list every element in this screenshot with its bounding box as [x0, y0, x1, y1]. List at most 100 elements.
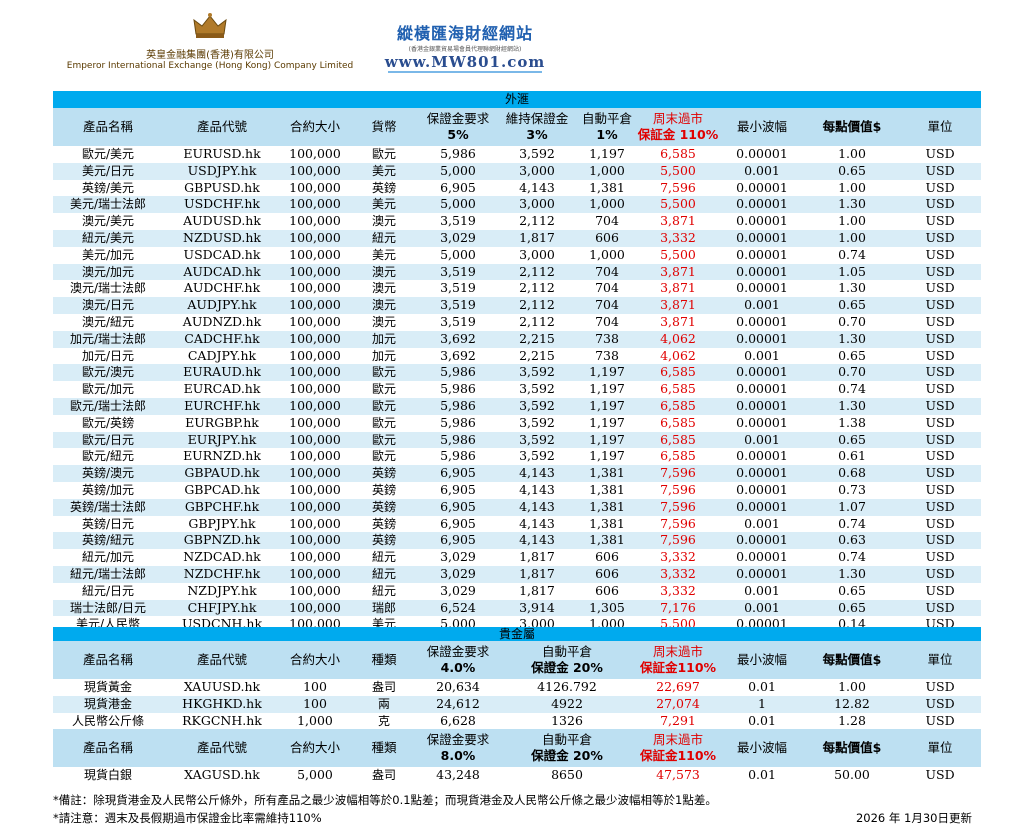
- table-row: 歐元/日元 EURJPY.hk 100,000 歐元 5,986 3,592 1,197 6,…: [53, 431, 982, 449]
- table-cell: 美元/日元: [53, 162, 163, 180]
- col-margin-req: 保證金要求 5%: [419, 108, 497, 146]
- table-cell: 4,062: [637, 330, 719, 348]
- table-cell: 澳元/紐元: [53, 313, 163, 331]
- table-cell: 2,112: [497, 263, 577, 281]
- silver-body: 現貨白銀 XAGUSD.hk 5,000 盎司 43,248 8650 47,573 0.01…: [53, 767, 982, 785]
- table-cell: USD: [899, 599, 982, 617]
- table-cell: USD: [899, 582, 982, 600]
- table-cell: USD: [899, 448, 982, 466]
- table-cell: 1,381: [577, 515, 637, 533]
- table-cell: 100,000: [281, 213, 349, 230]
- col-weekend: 周末過市 保証金110%: [637, 641, 719, 679]
- table-cell: 1.00: [805, 179, 899, 197]
- mw801-logo: 縱橫匯海財經網站 (香港金銀業貿易場會員代理聯網財經網站) www.MW801.…: [380, 20, 550, 73]
- table-cell: 5,986: [419, 146, 497, 163]
- table-cell: 100,000: [281, 313, 349, 331]
- table-cell: 1.28: [805, 712, 899, 730]
- metals-table: 貴金屬 產品名稱 產品代號 合約大小 種類 保證金要求 4.0% 自動平倉 保證金 …: [53, 627, 982, 785]
- table-cell: 1.30: [805, 330, 899, 348]
- col-margin-req: 保證金要求 8.0%: [419, 729, 497, 768]
- table-cell: 1,381: [577, 532, 637, 550]
- table-cell: 704: [577, 213, 637, 230]
- table-cell: 100,000: [281, 146, 349, 163]
- table-cell: 紐元/日元: [53, 582, 163, 600]
- table-cell: 1,381: [577, 481, 637, 499]
- table-row: 澳元/加元 AUDCAD.hk 100,000 澳元 3,519 2,112 704 3,87…: [53, 263, 982, 281]
- table-cell: 3,592: [497, 448, 577, 466]
- table-cell: USD: [899, 179, 982, 197]
- table-cell: 6,905: [419, 465, 497, 482]
- table-cell: USD: [899, 297, 982, 314]
- table-cell: 704: [577, 313, 637, 331]
- table-cell: 0.74: [805, 381, 899, 398]
- table-cell: 7,291: [637, 712, 719, 730]
- table-cell: 100,000: [281, 162, 349, 180]
- col-name: 產品名稱: [53, 641, 163, 679]
- table-cell: 2,215: [497, 347, 577, 365]
- table-cell: 1,381: [577, 179, 637, 197]
- table-cell: XAUUSD.hk: [163, 679, 281, 696]
- table-cell: 4,143: [497, 515, 577, 533]
- table-cell: 3,000: [497, 246, 577, 264]
- table-cell: 3,029: [419, 565, 497, 583]
- table-cell: 紐元: [349, 229, 419, 247]
- table-cell: USD: [899, 246, 982, 264]
- table-cell: USD: [899, 263, 982, 281]
- table-cell: 704: [577, 263, 637, 281]
- table-cell: CADJPY.hk: [163, 347, 281, 365]
- table-cell: USD: [899, 767, 982, 785]
- table-cell: 紐元: [349, 549, 419, 566]
- table-row: 歐元/加元 EURCAD.hk 100,000 歐元 5,986 3,592 1,197 6,…: [53, 381, 982, 398]
- table-cell: USD: [899, 431, 982, 449]
- table-cell: 7,596: [637, 465, 719, 482]
- table-cell: GBPUSD.hk: [163, 179, 281, 197]
- table-cell: 4,143: [497, 179, 577, 197]
- table-cell: 3,519: [419, 297, 497, 314]
- table-cell: 3,332: [637, 582, 719, 600]
- table-cell: 美元: [349, 196, 419, 214]
- table-cell: 現貨港金: [53, 695, 163, 713]
- col-weekend: 周末過市 保証金 110%: [637, 108, 719, 146]
- table-cell: 3,332: [637, 565, 719, 583]
- table-cell: 克: [349, 712, 419, 730]
- table-cell: 0.70: [805, 313, 899, 331]
- table-cell: GBPNZD.hk: [163, 532, 281, 550]
- table-cell: AUDCHF.hk: [163, 280, 281, 298]
- table-cell: HKGHKD.hk: [163, 695, 281, 713]
- table-cell: 100,000: [281, 364, 349, 382]
- table-row: 歐元/英鎊 EURGBP.hk 100,000 歐元 5,986 3,592 1,197 6,…: [53, 414, 982, 432]
- table-cell: 6,585: [637, 146, 719, 163]
- table-cell: 3,519: [419, 280, 497, 298]
- table-cell: 0.00001: [719, 565, 805, 583]
- table-cell: 100,000: [281, 196, 349, 214]
- table-cell: 美元/瑞士法郎: [53, 196, 163, 214]
- table-cell: 0.65: [805, 297, 899, 314]
- table-cell: USD: [899, 313, 982, 331]
- fx-header-row: 產品名稱 產品代號 合約大小 貨幣 保證金要求 5% 維持保證金 3% 自動平倉 1%…: [53, 108, 982, 146]
- table-cell: 3,029: [419, 229, 497, 247]
- table-cell: 738: [577, 330, 637, 348]
- table-cell: 100,000: [281, 532, 349, 550]
- table-cell: 0.01: [719, 679, 805, 696]
- company-name-cn: 英皇金融集團(香港)有限公司: [146, 50, 274, 61]
- table-cell: 0.00001: [719, 313, 805, 331]
- table-cell: 歐元: [349, 364, 419, 382]
- table-cell: 0.00001: [719, 263, 805, 281]
- table-cell: 704: [577, 280, 637, 298]
- table-cell: 100,000: [281, 498, 349, 516]
- table-cell: 1,000: [577, 196, 637, 214]
- table-cell: USD: [899, 465, 982, 482]
- table-cell: 0.00001: [719, 229, 805, 247]
- table-cell: 盎司: [349, 679, 419, 696]
- table-cell: 1,197: [577, 146, 637, 163]
- col-unit: 單位: [899, 641, 982, 679]
- table-row: 歐元/澳元 EURAUD.hk 100,000 歐元 5,986 3,592 1,197 6,…: [53, 364, 982, 382]
- table-cell: USD: [899, 414, 982, 432]
- site-url: www.MW801.com: [384, 53, 546, 71]
- table-cell: USD: [899, 229, 982, 247]
- table-cell: 20,634: [419, 679, 497, 696]
- table-cell: 5,986: [419, 381, 497, 398]
- table-row: 加元/日元 CADJPY.hk 100,000 加元 3,692 2,215 738 4,06…: [53, 347, 982, 365]
- table-cell: USD: [899, 397, 982, 415]
- table-cell: 1.00: [805, 679, 899, 696]
